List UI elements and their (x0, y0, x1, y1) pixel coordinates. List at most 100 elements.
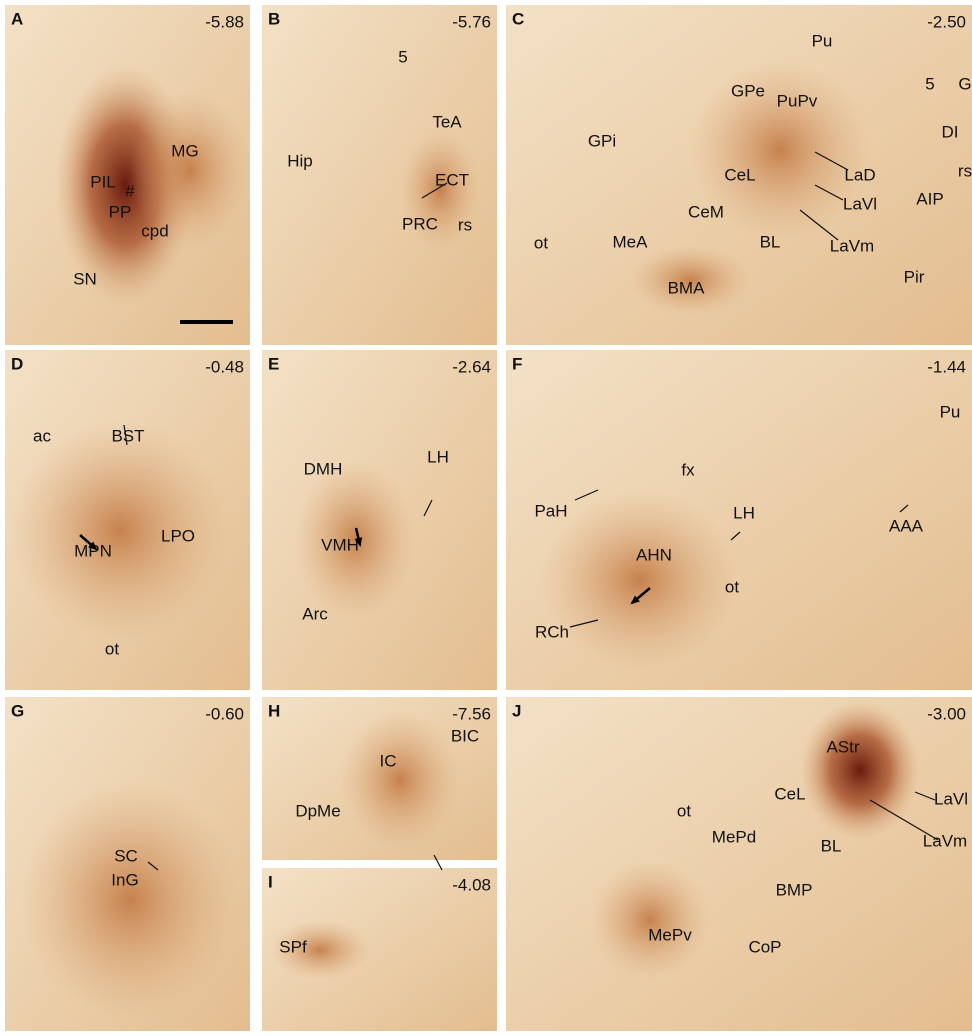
figure: A-5.88MGPIL#PPcpdSNB-5.765TeAHipECTrsPRC… (0, 0, 972, 1031)
region-label: IC (380, 751, 397, 770)
bregma: -5.88 (205, 12, 244, 31)
region-label: ac (33, 426, 51, 445)
region-label: GPe (731, 81, 765, 100)
region-label: ot (105, 639, 119, 658)
region-label: SPf (279, 937, 307, 956)
region-label: TeA (432, 112, 462, 131)
panel-letter: C (512, 9, 524, 28)
region-label: LaD (844, 165, 875, 184)
bregma: -0.60 (205, 704, 244, 723)
region-label: 5 (398, 47, 407, 66)
panel: F -1.44 Pu fx PaH LH AAA AHN ot RCh (506, 350, 972, 690)
region-label: MePv (648, 925, 692, 944)
panel-letter: B (268, 9, 280, 28)
region-label: BIC (451, 726, 479, 745)
region-label: Pir (904, 267, 925, 286)
region-label: AIP (916, 189, 943, 208)
region-label: rs (958, 161, 972, 180)
region-label: LaVl (934, 789, 968, 808)
region-label: BMA (668, 278, 706, 297)
panel: I -4.08 SPf (262, 868, 497, 1031)
bregma: -2.64 (452, 357, 491, 376)
panel: H-7.56BICICDpMePBG (262, 697, 497, 893)
region-label: ot (677, 801, 691, 820)
bregma: -7.56 (452, 704, 491, 723)
panel-letter: D (11, 354, 23, 373)
bregma: -2.50 (927, 12, 966, 31)
region-label: MG (171, 141, 198, 160)
region-label: DpMe (295, 801, 340, 820)
panel: E -2.64 DMH LH VMH Arc (262, 350, 497, 690)
panel-image (262, 350, 497, 690)
region-label: CoP (748, 937, 781, 956)
stain (540, 490, 740, 670)
region-label: GPi (588, 131, 616, 150)
region-label: Pu (812, 31, 833, 50)
region-label: ot (725, 577, 739, 596)
region-label: AHN (636, 545, 672, 564)
region-label: SC (114, 846, 138, 865)
panel-image (506, 697, 972, 1031)
bregma: -1.44 (927, 357, 966, 376)
bregma: -4.08 (452, 875, 491, 894)
stain (590, 860, 710, 980)
region-label: fx (681, 460, 695, 479)
region-label: DI (942, 122, 959, 141)
region-label: PIL (90, 172, 116, 191)
panel-letter: A (11, 9, 23, 28)
panel: C -2.50 Pu GPe PuPv 5 G DI GPi CeL LaD LaVl AIP rs CeM… (506, 5, 972, 345)
stain (20, 780, 240, 1020)
panel: G -0.60 SC InG (5, 697, 250, 1031)
region-label: DMH (304, 459, 343, 478)
region-label: LH (427, 447, 449, 466)
region-label: CeL (774, 784, 805, 803)
panel-letter: E (268, 354, 279, 373)
bregma: -3.00 (927, 704, 966, 723)
region-label: PaH (534, 501, 567, 520)
region-label: LPO (161, 526, 195, 545)
region-label: 5 (925, 74, 934, 93)
panel-image (5, 350, 250, 690)
region-label: # (125, 181, 135, 200)
region-label: BST (111, 426, 144, 445)
region-label: Pu (940, 402, 961, 421)
region-label: cpd (141, 221, 168, 240)
region-label: PRC (402, 214, 438, 233)
region-label: BMP (776, 880, 813, 899)
region-label: BL (760, 232, 781, 251)
region-label: InG (111, 870, 138, 889)
region-label: AStr (826, 737, 859, 756)
region-label: G (958, 74, 971, 93)
region-label: rs (458, 215, 472, 234)
region-label: ot (534, 233, 548, 252)
region-label: Hip (287, 151, 313, 170)
region-label: MePd (712, 827, 756, 846)
region-label: AAA (889, 516, 924, 535)
region-label: Arc (302, 604, 328, 623)
region-label: SN (73, 269, 97, 288)
region-label: MeA (613, 232, 649, 251)
region-label: BL (821, 836, 842, 855)
panel-image (5, 5, 250, 345)
region-label: VMH (321, 535, 359, 554)
region-label: LaVl (843, 194, 877, 213)
panel-letter: I (268, 872, 273, 891)
region-label: CeM (688, 202, 724, 221)
stain (340, 710, 460, 850)
bregma: -0.48 (205, 357, 244, 376)
panel-letter: F (512, 354, 522, 373)
region-label: PP (109, 202, 132, 221)
panel: A -5.88 MG PIL # PP cpd SN (5, 5, 250, 345)
bregma: -5.76 (452, 12, 491, 31)
region-label: LH (733, 503, 755, 522)
panel-letter: J (512, 701, 521, 720)
region-label: PuPv (777, 91, 818, 110)
region-label: RCh (535, 622, 569, 641)
panel-letter: G (11, 701, 24, 720)
panel-letter: H (268, 701, 280, 720)
stain (10, 420, 230, 640)
region-label: CeL (724, 165, 755, 184)
